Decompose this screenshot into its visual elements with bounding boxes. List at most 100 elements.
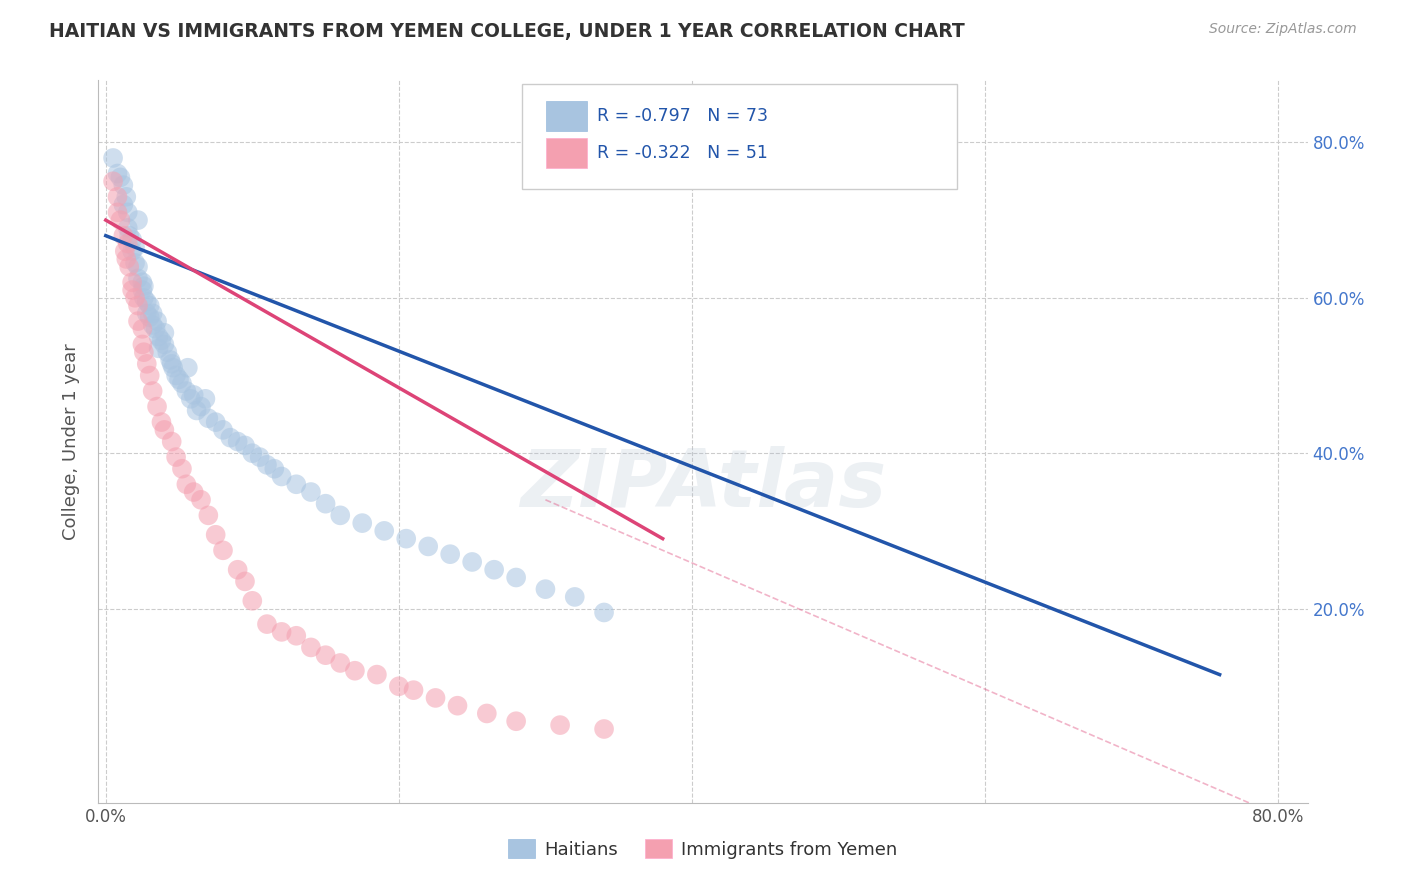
Point: [212, 543, 235, 558]
Text: R = -0.322   N = 51: R = -0.322 N = 51: [596, 145, 768, 162]
Point: [146, 400, 169, 414]
Point: [156, 345, 179, 359]
Y-axis label: College, Under 1 year: College, Under 1 year: [62, 343, 80, 540]
Point: [183, 388, 205, 402]
Point: [285, 629, 308, 643]
Point: [127, 260, 149, 274]
Point: [204, 415, 226, 429]
Point: [240, 594, 263, 608]
Point: [219, 431, 242, 445]
Point: [107, 205, 129, 219]
Point: [534, 582, 557, 596]
Point: [118, 228, 141, 243]
Point: [505, 570, 527, 584]
Point: [352, 516, 374, 530]
Point: [132, 345, 155, 359]
Point: [564, 590, 586, 604]
Point: [461, 555, 484, 569]
Point: [263, 461, 285, 475]
Point: [167, 372, 190, 386]
Point: [148, 329, 170, 343]
Text: HAITIAN VS IMMIGRANTS FROM YEMEN COLLEGE, UNDER 1 YEAR CORRELATION CHART: HAITIAN VS IMMIGRANTS FROM YEMEN COLLEGE…: [49, 22, 965, 41]
Point: [131, 275, 153, 289]
Point: [395, 532, 418, 546]
Point: [402, 683, 425, 698]
Point: [110, 213, 132, 227]
Point: [240, 446, 263, 460]
Point: [197, 411, 219, 425]
Point: [110, 170, 132, 185]
Point: [315, 497, 337, 511]
Point: [270, 624, 292, 639]
Point: [132, 279, 155, 293]
Point: [176, 384, 198, 398]
Point: [233, 574, 256, 589]
Point: [121, 283, 143, 297]
Point: [285, 477, 308, 491]
Point: [186, 403, 208, 417]
Point: [249, 450, 271, 464]
Point: [190, 400, 212, 414]
Point: [146, 314, 169, 328]
Point: [170, 376, 193, 391]
Point: [117, 220, 139, 235]
Point: [142, 384, 165, 398]
Point: [373, 524, 395, 538]
FancyBboxPatch shape: [546, 101, 586, 131]
Text: Source: ZipAtlas.com: Source: ZipAtlas.com: [1209, 22, 1357, 37]
Point: [256, 458, 278, 472]
Point: [135, 357, 157, 371]
Point: [112, 178, 135, 193]
Point: [446, 698, 468, 713]
Point: [475, 706, 498, 721]
Point: [183, 485, 205, 500]
Text: R = -0.797   N = 73: R = -0.797 N = 73: [596, 107, 768, 125]
Point: [117, 205, 139, 219]
Point: [204, 528, 226, 542]
Point: [226, 563, 249, 577]
Point: [127, 213, 149, 227]
Point: [124, 291, 146, 305]
Point: [132, 291, 155, 305]
Point: [115, 190, 138, 204]
Point: [121, 275, 143, 289]
Point: [329, 508, 352, 523]
Point: [121, 244, 143, 259]
Point: [138, 299, 160, 313]
Point: [439, 547, 461, 561]
Point: [142, 306, 165, 320]
Point: [165, 368, 187, 383]
Point: [124, 240, 146, 254]
Point: [299, 640, 322, 655]
Point: [256, 617, 278, 632]
Point: [131, 337, 153, 351]
Point: [150, 334, 173, 348]
Point: [159, 353, 181, 368]
Point: [107, 190, 129, 204]
Point: [299, 485, 322, 500]
Point: [135, 294, 157, 309]
FancyBboxPatch shape: [546, 138, 586, 169]
Point: [148, 341, 170, 355]
Point: [194, 392, 217, 406]
Point: [114, 244, 136, 259]
Point: [180, 392, 202, 406]
Point: [482, 563, 505, 577]
Point: [124, 256, 146, 270]
Point: [150, 415, 173, 429]
Point: [197, 508, 219, 523]
Point: [170, 461, 193, 475]
Point: [176, 477, 198, 491]
Point: [142, 318, 165, 332]
Point: [112, 228, 135, 243]
Point: [101, 151, 124, 165]
Point: [153, 423, 176, 437]
Point: [135, 306, 157, 320]
Point: [115, 252, 138, 266]
Point: [226, 434, 249, 449]
Point: [127, 271, 149, 285]
Point: [548, 718, 571, 732]
Legend: Haitians, Immigrants from Yemen: Haitians, Immigrants from Yemen: [501, 832, 905, 866]
Point: [153, 337, 176, 351]
Point: [101, 174, 124, 188]
